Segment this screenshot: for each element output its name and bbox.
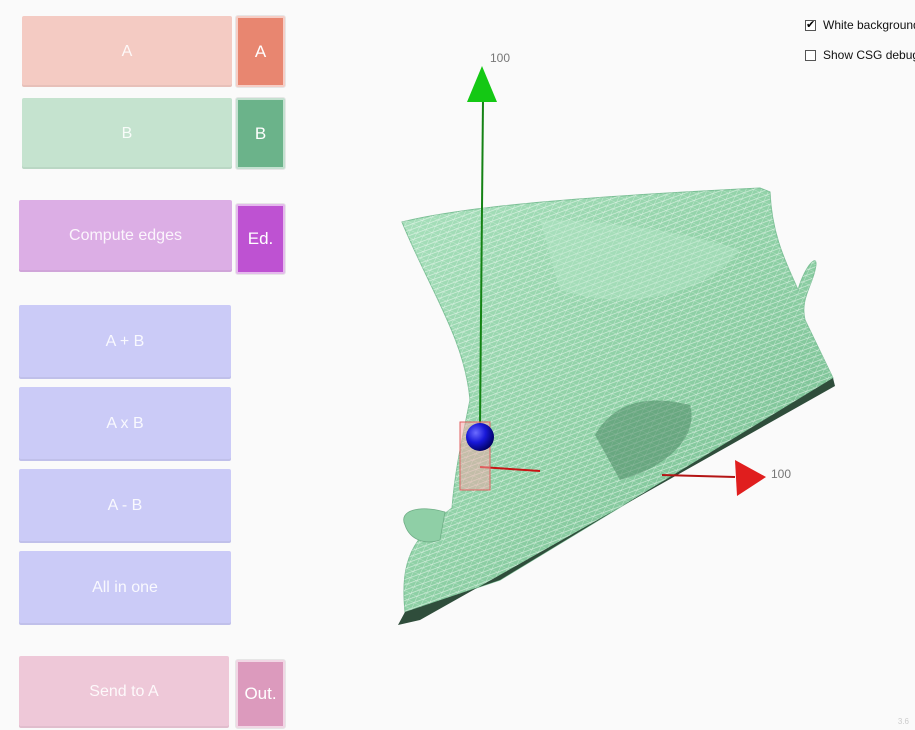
select-b-button[interactable]: B: [22, 98, 232, 169]
show-csg-debug-checkbox[interactable]: [805, 50, 816, 61]
show-csg-debug-option[interactable]: Show CSG debug: [805, 48, 915, 62]
a-color-button[interactable]: A: [236, 16, 285, 87]
x-axis-arrowhead: [735, 460, 766, 496]
select-a-button[interactable]: A: [22, 16, 232, 87]
compute-edges-button[interactable]: Compute edges: [19, 200, 232, 272]
show-csg-debug-label: Show CSG debug: [823, 48, 915, 62]
white-background-option[interactable]: ✔ White background: [805, 18, 915, 32]
y-axis-label: 100: [490, 51, 510, 65]
x-axis-label: 100: [771, 467, 791, 481]
difference-button[interactable]: A - B: [19, 469, 231, 543]
version-text: 3.6: [898, 717, 909, 726]
origin-sphere[interactable]: [466, 423, 494, 451]
y-axis-arrowhead: [467, 66, 497, 102]
white-background-label: White background: [823, 18, 915, 32]
white-background-checkbox[interactable]: ✔: [805, 20, 816, 31]
output-button[interactable]: Out.: [236, 660, 285, 728]
mesh-nub: [404, 509, 445, 542]
send-output-button[interactable]: Send to A: [19, 656, 229, 728]
edges-button[interactable]: Ed.: [236, 204, 285, 274]
b-color-button[interactable]: B: [236, 98, 285, 169]
union-button[interactable]: A + B: [19, 305, 231, 379]
mesh-model: [398, 188, 835, 625]
intersection-button[interactable]: A x B: [19, 387, 231, 461]
all-in-one-button[interactable]: All in one: [19, 551, 231, 625]
